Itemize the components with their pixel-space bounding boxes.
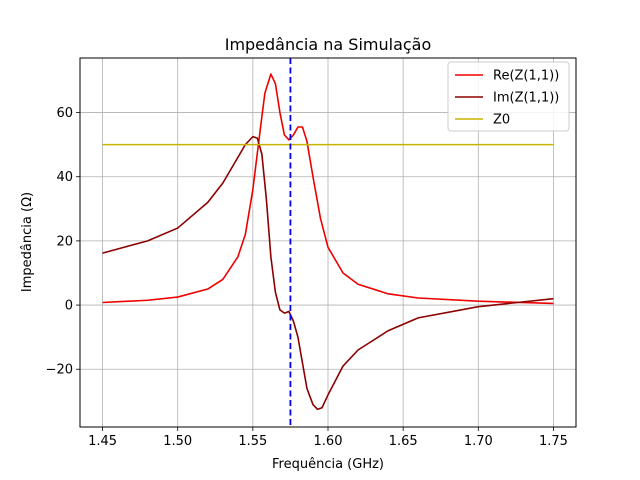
x-tick-label: 1.70: [464, 434, 493, 449]
y-axis-label: Impedância (Ω): [20, 192, 35, 292]
series-line-1: [102, 135, 554, 411]
series-line-0: [102, 73, 554, 305]
series-lines: [102, 73, 554, 411]
x-axis-label: Frequência (GHz): [272, 457, 384, 472]
y-tick-label: 0: [65, 299, 73, 314]
y-tick-label: −20: [46, 363, 73, 378]
legend: Re(Z(1,1)) Im(Z(1,1)) Z0: [447, 61, 570, 132]
axis-ticks: 1.45 1.50 1.55 1.60 1.65 1.70 1.75 −20 0 20 40 60: [46, 106, 568, 449]
legend-box: [447, 61, 570, 132]
legend-label: Re(Z(1,1)): [493, 69, 559, 84]
x-tick-label: 1.65: [389, 434, 418, 449]
x-tick-label: 1.55: [238, 434, 267, 449]
x-tick-label: 1.50: [163, 434, 192, 449]
grid: [80, 58, 576, 427]
x-tick-label: 1.60: [314, 434, 343, 449]
y-tick-label: 20: [56, 234, 73, 249]
y-tick-label: 60: [56, 106, 73, 121]
legend-label: Im(Z(1,1)): [493, 91, 559, 106]
x-tick-label: 1.75: [539, 434, 568, 449]
x-tick-label: 1.45: [88, 434, 117, 449]
chart-title: Impedância na Simulação: [225, 35, 432, 54]
legend-label: Z0: [493, 113, 510, 128]
y-tick-label: 40: [56, 170, 73, 185]
